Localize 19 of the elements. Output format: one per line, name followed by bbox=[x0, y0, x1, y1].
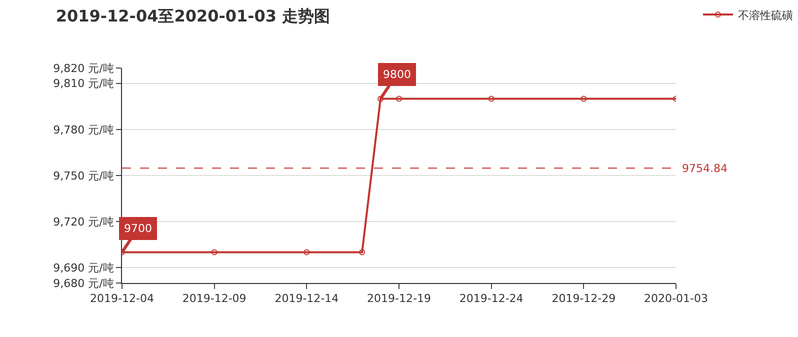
ref-line-label: 9754.84 bbox=[682, 162, 728, 175]
x-tick-label: 2019-12-19 bbox=[367, 292, 431, 306]
legend-label: 不溶性硫磺 bbox=[738, 8, 793, 22]
y-tick-label: 9,780 元/吨 bbox=[53, 123, 114, 136]
y-tick-label: 9,680 元/吨 bbox=[53, 276, 114, 290]
y-tick-label: 9,820 元/吨 bbox=[53, 62, 114, 75]
y-tick-label: 9,750 元/吨 bbox=[53, 169, 114, 182]
annotation: 9700 bbox=[124, 222, 152, 235]
x-tick-label: 2019-12-14 bbox=[274, 292, 339, 306]
y-tick-label: 9,690 元/吨 bbox=[53, 261, 114, 274]
annotation: 9800 bbox=[383, 68, 411, 81]
x-tick-label: 2020-01-03 bbox=[644, 292, 708, 306]
x-tick-label: 2019-12-29 bbox=[552, 292, 616, 306]
x-tick-label: 2019-12-24 bbox=[459, 292, 524, 306]
y-tick-label: 9,810 元/吨 bbox=[53, 77, 114, 90]
x-tick-label: 2019-12-09 bbox=[182, 292, 246, 306]
chart-title: 2019-12-04至2020-01-03 走势图 bbox=[56, 6, 330, 26]
x-tick-label: 2019-12-04 bbox=[90, 292, 154, 306]
y-tick-label: 9,720 元/吨 bbox=[53, 215, 114, 228]
